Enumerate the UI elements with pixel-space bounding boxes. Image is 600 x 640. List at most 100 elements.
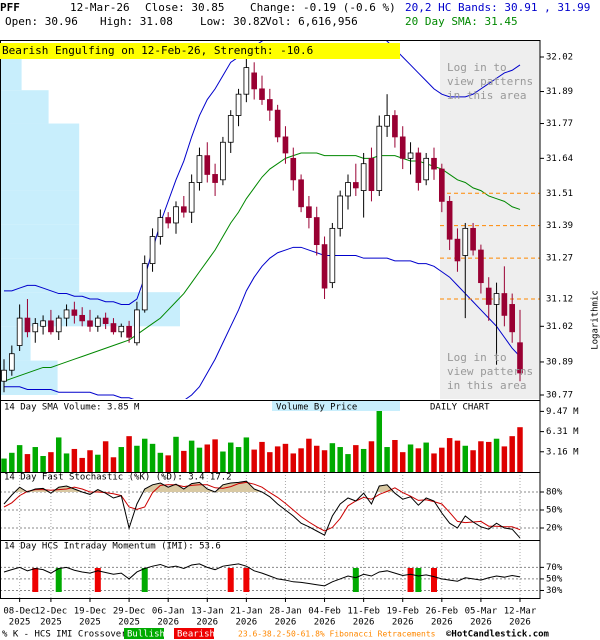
login-note: view patterns <box>447 365 533 378</box>
signal-bar <box>407 568 414 592</box>
candle-body <box>87 320 93 327</box>
x-tick-year: 2026 <box>392 618 414 628</box>
volume-bar <box>313 445 320 472</box>
y-tick-label: 31.64 <box>546 154 573 164</box>
volume-bar <box>267 452 273 472</box>
volume-bar <box>134 445 140 472</box>
candle-body <box>392 115 398 138</box>
volume-bar <box>110 457 117 472</box>
signal-bar <box>415 568 422 592</box>
x-tick-year: 2025 <box>9 618 31 628</box>
volume-bar <box>399 452 406 472</box>
volume-bar <box>353 445 359 472</box>
volume-bar <box>470 450 476 472</box>
volume-bar <box>55 437 62 472</box>
volume-by-price-bar <box>0 156 80 191</box>
volume-bar <box>48 452 54 472</box>
x-tick-label: 19-Feb <box>386 607 419 617</box>
bands-readout: 20,2 HC Bands: 30.91 , 31.99 <box>405 1 590 14</box>
volume-bar <box>454 440 461 472</box>
x-tick-year: 2026 <box>431 618 453 628</box>
x-tick-year: 2026 <box>509 618 531 628</box>
candle-body <box>274 109 281 138</box>
x-tick-year: 2026 <box>470 618 492 628</box>
price-plot <box>0 41 540 399</box>
fibonacci-label: 31.39 <box>546 221 573 231</box>
candle-body <box>454 238 461 262</box>
x-tick-label: 08-Dec <box>3 607 36 617</box>
volume-bar <box>251 449 257 472</box>
x-tick-year: 2026 <box>196 618 218 628</box>
candle-body <box>180 206 187 213</box>
change: Change: -0.19 (-0.6 %) <box>250 1 396 14</box>
x-tick-label: 05-Mar <box>465 607 498 617</box>
volume-bar <box>431 453 437 472</box>
x-tick-year: 2026 <box>353 618 375 628</box>
candle-body <box>212 174 218 183</box>
candle-body <box>32 323 39 333</box>
close: Close: 30.85 <box>145 1 224 14</box>
y-tick-label: 32.02 <box>546 53 573 63</box>
volume-bar <box>407 444 414 472</box>
volume-bar <box>392 439 398 472</box>
open: Open: 30.96 <box>5 15 78 28</box>
volume-bar <box>165 455 171 472</box>
high: High: 31.08 <box>100 15 173 28</box>
fibonacci-label: 31.12 <box>546 294 573 304</box>
candle-body <box>399 136 406 159</box>
volume-bar <box>118 447 125 472</box>
candle-body <box>266 99 273 111</box>
y-tick-label: 30% <box>546 586 563 596</box>
volume-bar <box>321 450 328 472</box>
volume-bar <box>220 451 226 472</box>
y-tick-label: 31.89 <box>546 87 573 97</box>
signal-bar <box>227 568 234 592</box>
signal-bar <box>94 568 101 592</box>
volume-bar <box>282 443 289 472</box>
candle-body <box>55 317 62 333</box>
y-tick-label: 30.89 <box>546 357 573 367</box>
candle-body <box>290 157 297 181</box>
date: 12-Mar-26 <box>70 1 130 14</box>
volume-bar <box>181 450 187 472</box>
signal-bar <box>141 568 148 592</box>
y-tick-label: 20% <box>546 524 563 534</box>
symbol: PFF <box>0 1 20 14</box>
footer-bearish: Bearish <box>177 630 215 640</box>
signal-bar <box>243 568 250 592</box>
x-tick-year: 2026 <box>236 618 258 628</box>
volume-bar <box>345 454 351 472</box>
volume-by-price-bar <box>0 90 49 124</box>
candle-body <box>470 227 476 251</box>
x-tick-year: 2025 <box>79 618 101 628</box>
volume-bar <box>235 447 242 472</box>
panel-title: 14 Day SMA Volume: 3.85 M <box>4 403 140 413</box>
x-tick-label: 11-Feb <box>347 607 380 617</box>
candle-body <box>196 155 203 183</box>
volume-bar <box>360 448 367 472</box>
volume-bar <box>173 436 179 472</box>
candle-body <box>134 309 140 344</box>
volume-bar <box>306 438 312 472</box>
candle-body <box>462 227 469 256</box>
footer-crossover: % K - HCS IMI Crossover: <box>2 630 132 640</box>
candle-body <box>94 317 101 327</box>
candle-body <box>438 168 445 202</box>
annotation: DAILY CHART <box>430 403 490 413</box>
volume-bar <box>243 437 250 472</box>
volume-bar <box>188 440 195 472</box>
volume-bar <box>87 450 93 472</box>
candle-body <box>227 115 234 143</box>
footer-site: ©HotCandlestick.com <box>446 629 550 640</box>
candle-body <box>40 320 46 327</box>
candle-body <box>313 217 320 246</box>
login-note: view patterns <box>447 75 533 88</box>
volume-bar <box>227 442 234 472</box>
candle-body <box>352 182 359 189</box>
login-note: in this area <box>447 379 526 392</box>
x-tick-label: 06-Jan <box>152 607 185 617</box>
data-layer: 31.51 31.39 31.27 31.12 32.02 31.89 31.77 31.64… <box>0 40 579 628</box>
candle-body <box>126 325 132 338</box>
